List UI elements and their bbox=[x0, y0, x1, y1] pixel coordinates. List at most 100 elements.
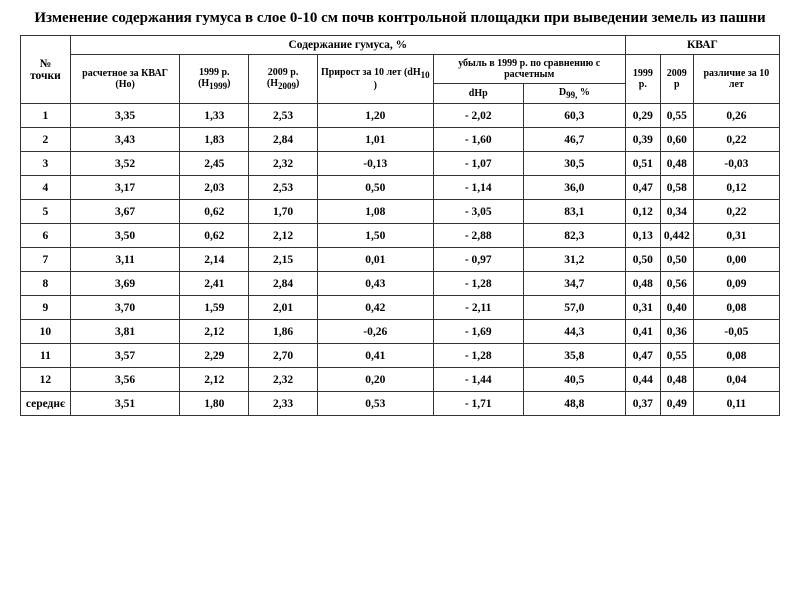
table-cell: 0,01 bbox=[317, 248, 433, 272]
table-cell: - 1,28 bbox=[433, 272, 523, 296]
table-cell: 2,53 bbox=[249, 104, 318, 128]
table-cell: 0,62 bbox=[180, 224, 249, 248]
col-loss1999: убыль в 1999 р. по сравнению с расчетным bbox=[433, 55, 625, 84]
table-cell: 2,32 bbox=[249, 152, 318, 176]
table-cell: 0,50 bbox=[317, 176, 433, 200]
table-cell: 0,37 bbox=[625, 392, 660, 416]
table-row: 93,701,592,010,42- 2,1157,00,310,400,08 bbox=[21, 296, 780, 320]
table-cell: 0,50 bbox=[660, 248, 693, 272]
table-cell: 3,57 bbox=[70, 344, 180, 368]
table-cell: 0,50 bbox=[625, 248, 660, 272]
table-cell: 0,08 bbox=[693, 296, 779, 320]
h2009-close: ) bbox=[296, 78, 299, 89]
table-cell: - 2,02 bbox=[433, 104, 523, 128]
table-cell: 0,22 bbox=[693, 128, 779, 152]
table-cell: 0,13 bbox=[625, 224, 660, 248]
table-row: 33,522,452,32-0,13- 1,0730,50,510,48-0,0… bbox=[21, 152, 780, 176]
table-cell: 0,47 bbox=[625, 344, 660, 368]
table-cell: 2,33 bbox=[249, 392, 318, 416]
table-cell: 1,70 bbox=[249, 200, 318, 224]
table-cell: - 1,44 bbox=[433, 368, 523, 392]
g10-close: ) bbox=[374, 80, 377, 91]
table-row: 123,562,122,320,20- 1,4440,50,440,480,04 bbox=[21, 368, 780, 392]
table-cell: 0,26 bbox=[693, 104, 779, 128]
table-cell: - 1,28 bbox=[433, 344, 523, 368]
table-cell: 3,70 bbox=[70, 296, 180, 320]
table-cell: середнє bbox=[21, 392, 71, 416]
table-row: 103,812,121,86-0,26- 1,6944,30,410,36-0,… bbox=[21, 320, 780, 344]
table-cell: 1 bbox=[21, 104, 71, 128]
table-cell: 7 bbox=[21, 248, 71, 272]
table-cell: -0,13 bbox=[317, 152, 433, 176]
table-cell: -0,05 bbox=[693, 320, 779, 344]
table-cell: 60,3 bbox=[523, 104, 625, 128]
table-row: 63,500,622,121,50- 2,8882,30,130,4420,31 bbox=[21, 224, 780, 248]
table-cell: -0,03 bbox=[693, 152, 779, 176]
col-kvag-1999: 1999 р. bbox=[625, 55, 660, 104]
table-cell: 0,04 bbox=[693, 368, 779, 392]
g10-sub: 10 bbox=[421, 70, 430, 80]
table-cell: 10 bbox=[21, 320, 71, 344]
table-cell: - 2,11 bbox=[433, 296, 523, 320]
table-cell: 35,8 bbox=[523, 344, 625, 368]
table-cell: 0,53 bbox=[317, 392, 433, 416]
table-cell: 3,50 bbox=[70, 224, 180, 248]
table-cell: 2,70 bbox=[249, 344, 318, 368]
page-title: Изменение содержания гумуса в слое 0-10 … bbox=[0, 0, 800, 35]
col-group-humus: Содержание гумуса, % bbox=[70, 36, 625, 55]
table-cell: 3,56 bbox=[70, 368, 180, 392]
table-cell: 0,31 bbox=[693, 224, 779, 248]
d99-rest: % bbox=[577, 87, 590, 98]
table-cell: 0,00 bbox=[693, 248, 779, 272]
table-cell: 2,45 bbox=[180, 152, 249, 176]
table-cell: - 1,69 bbox=[433, 320, 523, 344]
table-cell: 0,48 bbox=[625, 272, 660, 296]
table-cell: 4 bbox=[21, 176, 71, 200]
col-h2009: 2009 р. (Н2009) bbox=[249, 55, 318, 104]
table-cell: 0,55 bbox=[660, 104, 693, 128]
table-cell: 3,43 bbox=[70, 128, 180, 152]
table-cell: -0,26 bbox=[317, 320, 433, 344]
table-cell: 0,34 bbox=[660, 200, 693, 224]
table-cell: 34,7 bbox=[523, 272, 625, 296]
table-row: 113,572,292,700,41- 1,2835,80,470,550,08 bbox=[21, 344, 780, 368]
table-row: 83,692,412,840,43- 1,2834,70,480,560,09 bbox=[21, 272, 780, 296]
table-cell: 3,52 bbox=[70, 152, 180, 176]
table-row: 43,172,032,530,50- 1,1436,00,470,580,12 bbox=[21, 176, 780, 200]
table-cell: 3,35 bbox=[70, 104, 180, 128]
col-growth10: Прирост за 10 лет (dH10 ) bbox=[317, 55, 433, 104]
table-cell: 0,51 bbox=[625, 152, 660, 176]
table-row: 13,351,332,531,20- 2,0260,30,290,550,26 bbox=[21, 104, 780, 128]
col-calc-kvag: расчетное за КВАГ (Но) bbox=[70, 55, 180, 104]
table-cell: 0,43 bbox=[317, 272, 433, 296]
table-cell: 2,12 bbox=[180, 368, 249, 392]
table-cell: 0,31 bbox=[625, 296, 660, 320]
table-cell: 0,49 bbox=[660, 392, 693, 416]
table-cell: 0,56 bbox=[660, 272, 693, 296]
h1999-sub: 1999 bbox=[209, 81, 227, 91]
table-cell: 0,41 bbox=[625, 320, 660, 344]
table-cell: - 1,71 bbox=[433, 392, 523, 416]
table-cell: - 2,88 bbox=[433, 224, 523, 248]
table-cell: 46,7 bbox=[523, 128, 625, 152]
col-h1999: 1999 р. (Н1999) bbox=[180, 55, 249, 104]
table-cell: 3,51 bbox=[70, 392, 180, 416]
table-cell: 0,29 bbox=[625, 104, 660, 128]
table-cell: 3,81 bbox=[70, 320, 180, 344]
table-header: № точки Содержание гумуса, % КВАГ расчет… bbox=[21, 36, 780, 104]
table-cell: 0,42 bbox=[317, 296, 433, 320]
table-cell: 8 bbox=[21, 272, 71, 296]
table-cell: 0,12 bbox=[625, 200, 660, 224]
table-cell: 2,12 bbox=[180, 320, 249, 344]
table-cell: - 1,07 bbox=[433, 152, 523, 176]
table-cell: 0,22 bbox=[693, 200, 779, 224]
table-cell: 2,84 bbox=[249, 128, 318, 152]
table-cell: 1,50 bbox=[317, 224, 433, 248]
table-cell: 0,47 bbox=[625, 176, 660, 200]
h2009-sub: 2009 bbox=[278, 81, 296, 91]
table-cell: 36,0 bbox=[523, 176, 625, 200]
table-cell: 0,11 bbox=[693, 392, 779, 416]
table-cell: 2,14 bbox=[180, 248, 249, 272]
table-cell: 6 bbox=[21, 224, 71, 248]
table-cell: 1,01 bbox=[317, 128, 433, 152]
